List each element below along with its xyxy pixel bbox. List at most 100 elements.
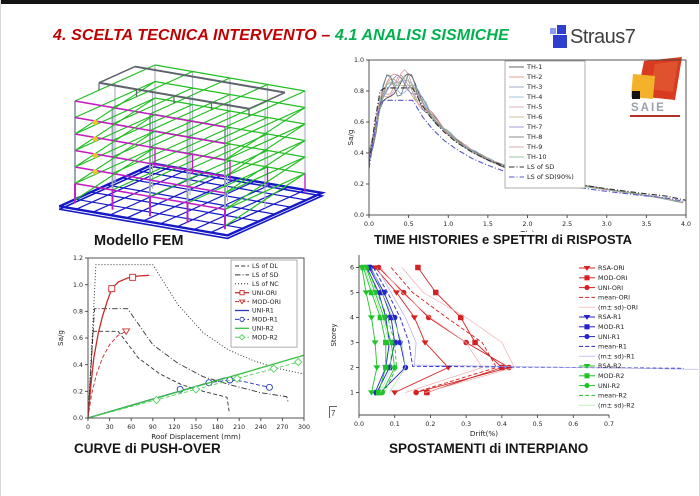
- svg-text:0.4: 0.4: [497, 421, 507, 428]
- stray-axis-artifact: 7: [329, 406, 338, 418]
- caption-pushover: CURVE di PUSH-OVER: [74, 441, 221, 456]
- series-mean-R1: [372, 267, 685, 369]
- series-MOD-R1: [368, 267, 396, 393]
- straus7-logo: Straus7: [550, 25, 670, 53]
- pushover-axes: [85, 257, 305, 421]
- series-MOD-ORI: [417, 267, 503, 393]
- svg-text:1: 1: [350, 390, 354, 397]
- series-LS of SD: [368, 87, 687, 201]
- svg-text:6: 6: [350, 265, 354, 272]
- fem-yellow-node: [92, 119, 98, 126]
- series-mean-R2: [367, 267, 397, 393]
- svg-text:UNI-R2: UNI-R2: [252, 326, 274, 333]
- spectra-xlabel: T(s): [520, 229, 535, 232]
- svg-text:mean-ORI: mean-ORI: [598, 294, 630, 302]
- straus7-pixel-icon: [553, 35, 567, 48]
- series-LS of DL: [87, 330, 230, 419]
- spectra-axes: [366, 59, 687, 218]
- svg-text:0: 0: [86, 424, 90, 431]
- svg-text:60: 60: [127, 424, 135, 431]
- svg-text:MOD-R1: MOD-R1: [252, 317, 278, 324]
- svg-text:LS of SD: LS of SD: [527, 163, 554, 171]
- top-border-bar: [1, 0, 699, 4]
- svg-text:30: 30: [106, 424, 114, 431]
- svg-text:LS of NC: LS of NC: [252, 281, 279, 288]
- svg-text:0.2: 0.2: [73, 389, 83, 396]
- svg-text:0.8: 0.8: [354, 88, 364, 95]
- caption-drift: SPOSTAMENTI di INTERPIANO: [389, 441, 589, 456]
- fem-yellow-node: [92, 152, 98, 159]
- svg-text:MOD-ORI: MOD-ORI: [252, 299, 281, 306]
- svg-text:0.0: 0.0: [354, 421, 364, 428]
- svg-text:TH-3: TH-3: [526, 83, 542, 91]
- drift-plot: 0.0 0.1 0.2 0.3 0.4 0.5 0.6 0.7 1 2 3 4 5 6 Drift(%) St…: [329, 255, 699, 438]
- series-RSA-ORI: [374, 267, 450, 393]
- svg-text:1.0: 1.0: [73, 282, 83, 289]
- svg-text:0.0: 0.0: [73, 415, 83, 422]
- svg-text:MOD-ORI: MOD-ORI: [598, 274, 627, 282]
- straus7-pixel-icon: [550, 28, 556, 34]
- svg-text:4: 4: [350, 315, 354, 322]
- svg-text:2.0: 2.0: [522, 221, 532, 228]
- svg-text:120: 120: [168, 424, 180, 431]
- series-mean-ORI: [390, 267, 498, 393]
- svg-text:TH-2: TH-2: [526, 73, 542, 81]
- svg-text:0.7: 0.7: [604, 421, 614, 428]
- fem-yellow-node: [92, 169, 98, 175]
- svg-text:150: 150: [190, 424, 202, 431]
- svg-text:TH-6: TH-6: [526, 113, 542, 121]
- series-MOD-R1: [87, 379, 270, 419]
- svg-text:0.5: 0.5: [533, 421, 543, 428]
- spectra-ylabel: Sa/g: [346, 130, 355, 146]
- series-(m± sd)-R2: [371, 267, 406, 393]
- svg-text:0.3: 0.3: [461, 421, 471, 428]
- svg-text:mean-R2: mean-R2: [598, 392, 627, 400]
- title-subsection: 4.1 ANALISI SISMICHE: [334, 27, 509, 44]
- saie-logo: SAIE: [628, 56, 686, 124]
- fem-model-image: [59, 64, 327, 240]
- saie-wordmark: SAIE: [631, 102, 666, 114]
- svg-text:0.4: 0.4: [354, 150, 364, 157]
- pushover-plot: 0 30 60 90 120 150 180 210 240 270 300 0.0 0.2 0.4 0.6…: [56, 255, 310, 440]
- drift-chart: 0.0 0.1 0.2 0.3 0.4 0.5 0.6 0.7 1 2 3 4 5 6 Drift(%) St…: [329, 250, 699, 440]
- series-MOD-ORI: [87, 330, 127, 419]
- svg-text:1.0: 1.0: [354, 57, 364, 64]
- svg-text:TH-4: TH-4: [526, 93, 542, 101]
- caption-spectra: TIME HISTORIES e SPETTRI di RISPOSTA: [373, 232, 633, 247]
- svg-text:0.6: 0.6: [354, 119, 364, 126]
- pushover-xlabel: Roof Displacement (mm): [151, 432, 241, 440]
- svg-text:TH-9: TH-9: [526, 143, 542, 151]
- pushover-ylabel: Sa/g: [56, 330, 65, 346]
- svg-text:2: 2: [350, 365, 354, 372]
- svg-text:UNI-R2: UNI-R2: [598, 382, 620, 390]
- series-LS of SD: [87, 308, 289, 419]
- svg-text:LS of SD: LS of SD: [252, 272, 279, 279]
- svg-text:(m± sd)-R1: (m± sd)-R1: [598, 352, 635, 360]
- svg-text:5: 5: [350, 290, 354, 297]
- caption-fem: Modello FEM: [94, 233, 184, 249]
- svg-text:180: 180: [212, 424, 224, 431]
- series-(m± sd)-ORI: [380, 267, 483, 393]
- pushover-series-group: [87, 264, 305, 419]
- pushover-legend: LS of DL LS of SD LS of NC UNI-ORI MOD-ORI UN…: [230, 259, 298, 348]
- drift-axes: [356, 255, 610, 418]
- svg-text:210: 210: [233, 424, 245, 431]
- saie-underline: [630, 115, 680, 117]
- svg-text:TH-10: TH-10: [526, 153, 546, 161]
- svg-text:300: 300: [298, 424, 310, 431]
- svg-text:UNI-R1: UNI-R1: [598, 333, 620, 341]
- svg-text:0.6: 0.6: [73, 335, 83, 342]
- title-section-number: 4. SCELTA TECNICA INTERVENTO –: [53, 27, 335, 44]
- svg-text:0.0: 0.0: [354, 212, 364, 219]
- straus7-wordmark: Straus7: [570, 26, 636, 48]
- drift-series-group: [358, 264, 699, 396]
- spectra-plot: 0.0 0.5 1.0 1.5 2.0 2.5 3.0 3.5 4.0 0.0 0.2 0.4 0.6 0…: [346, 57, 691, 232]
- svg-text:1.2: 1.2: [73, 255, 83, 262]
- series-LS of SD(90%): [368, 99, 687, 203]
- svg-text:UNI-R1: UNI-R1: [252, 308, 274, 315]
- svg-text:0.4: 0.4: [73, 362, 83, 369]
- svg-text:240: 240: [255, 424, 267, 431]
- svg-text:MOD-R1: MOD-R1: [598, 323, 624, 331]
- pushover-chart: 0 30 60 90 120 150 180 210 240 270 300 0.0 0.2 0.4 0.6…: [56, 250, 321, 440]
- svg-text:1.0: 1.0: [443, 221, 453, 228]
